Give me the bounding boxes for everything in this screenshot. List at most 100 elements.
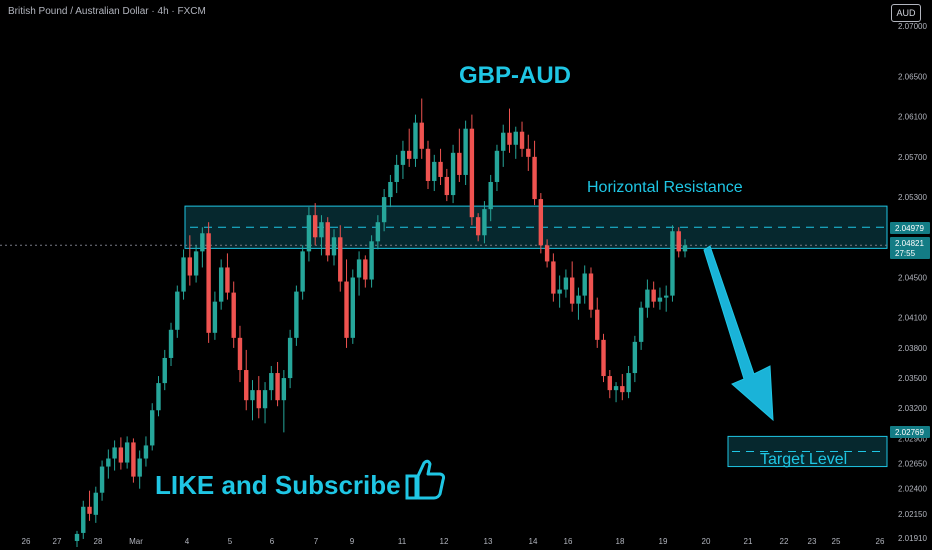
thumbs-up-icon (405, 459, 446, 500)
x-tick-label: 16 (564, 537, 573, 546)
candle (438, 148, 443, 186)
candle-body (494, 150, 500, 182)
candle (532, 140, 537, 206)
candle (582, 265, 587, 304)
candle-body (400, 150, 406, 165)
candle (287, 329, 293, 389)
candle (269, 366, 274, 401)
candle-body (425, 148, 431, 181)
candle (325, 217, 330, 262)
target-arrow (703, 245, 774, 422)
candle-body (131, 442, 136, 477)
x-tick-label: 9 (350, 537, 355, 546)
y-tick-label: 2.03200 (898, 404, 927, 413)
candle (400, 140, 406, 179)
candle-body (225, 267, 230, 293)
candle-body (118, 447, 124, 463)
candle-body (582, 273, 587, 296)
x-tick-label: 22 (780, 537, 789, 546)
candle-body (281, 378, 287, 401)
candle (388, 174, 393, 208)
candle (626, 366, 631, 399)
candle-body (601, 339, 606, 377)
candle (250, 380, 255, 421)
candle (99, 460, 105, 501)
candle-body (588, 273, 594, 310)
candle (450, 144, 456, 204)
x-tick-label: 12 (440, 537, 449, 546)
like-subscribe-text: LIKE and Subscribe (155, 470, 401, 500)
target-price-tag-bg (890, 426, 930, 438)
candle (663, 285, 669, 312)
candle-body (168, 329, 174, 358)
candle-body (294, 291, 299, 338)
y-tick-label: 2.04500 (898, 274, 927, 283)
candle-body (557, 289, 562, 294)
candle (81, 500, 86, 539)
candle (218, 259, 224, 310)
candle-body (262, 390, 268, 409)
candle (193, 245, 199, 283)
candle-body (526, 148, 531, 157)
candle-body (381, 197, 387, 223)
zone-price-tag-bg (890, 222, 930, 234)
candle-body (450, 152, 456, 196)
candle-body (175, 291, 180, 330)
target-label: Target Level (760, 451, 848, 468)
y-tick-label: 2.01910 (898, 534, 927, 543)
candle (375, 215, 381, 250)
candle-body (306, 215, 312, 252)
candle-body (413, 122, 418, 159)
zone-price-tag-text: 2.04979 (895, 224, 924, 233)
current-price-tag-bg (890, 237, 930, 259)
candle-body (488, 181, 493, 210)
candle-body (93, 492, 99, 515)
candle (576, 287, 581, 320)
candle (168, 322, 174, 367)
candle (344, 259, 349, 348)
candle-body (432, 161, 437, 181)
candle-body (645, 289, 650, 308)
candle (262, 382, 268, 424)
candle (281, 370, 287, 433)
candle (657, 287, 663, 310)
currency-button[interactable]: AUD (891, 4, 921, 22)
candle-body (193, 251, 199, 276)
candle-body (287, 337, 293, 379)
candle-body (569, 277, 575, 304)
candle-body (532, 156, 537, 200)
candle (137, 450, 142, 489)
candle (638, 301, 644, 350)
y-tick-label: 2.02150 (898, 510, 927, 519)
candle (244, 349, 249, 411)
candle (563, 269, 569, 298)
candle-body (143, 445, 149, 459)
zones (0, 205, 888, 468)
candle-body (444, 176, 450, 196)
candle (87, 490, 92, 521)
candle-body (620, 386, 625, 393)
x-tick-label: 11 (398, 537, 407, 546)
candle (526, 134, 531, 171)
candle (569, 261, 575, 312)
zone-price-tag: 2.04979 (890, 222, 930, 234)
candle-body (112, 447, 117, 459)
candle-body (538, 199, 544, 246)
candle-body (638, 307, 644, 342)
x-tick-label: 20 (702, 537, 711, 546)
candle (225, 253, 230, 300)
x-tick-label: 5 (228, 537, 233, 546)
y-tick-label: 2.06500 (898, 72, 927, 81)
x-tick-label: 7 (314, 537, 319, 546)
candle-body (300, 251, 305, 292)
candle (212, 291, 218, 340)
candle (444, 168, 450, 202)
candle-body (312, 215, 318, 238)
down-arrow-icon (703, 245, 774, 422)
candle (206, 222, 211, 343)
candle (425, 140, 431, 190)
candle-body (519, 131, 525, 149)
candle-body (394, 164, 399, 182)
candle (143, 436, 149, 467)
